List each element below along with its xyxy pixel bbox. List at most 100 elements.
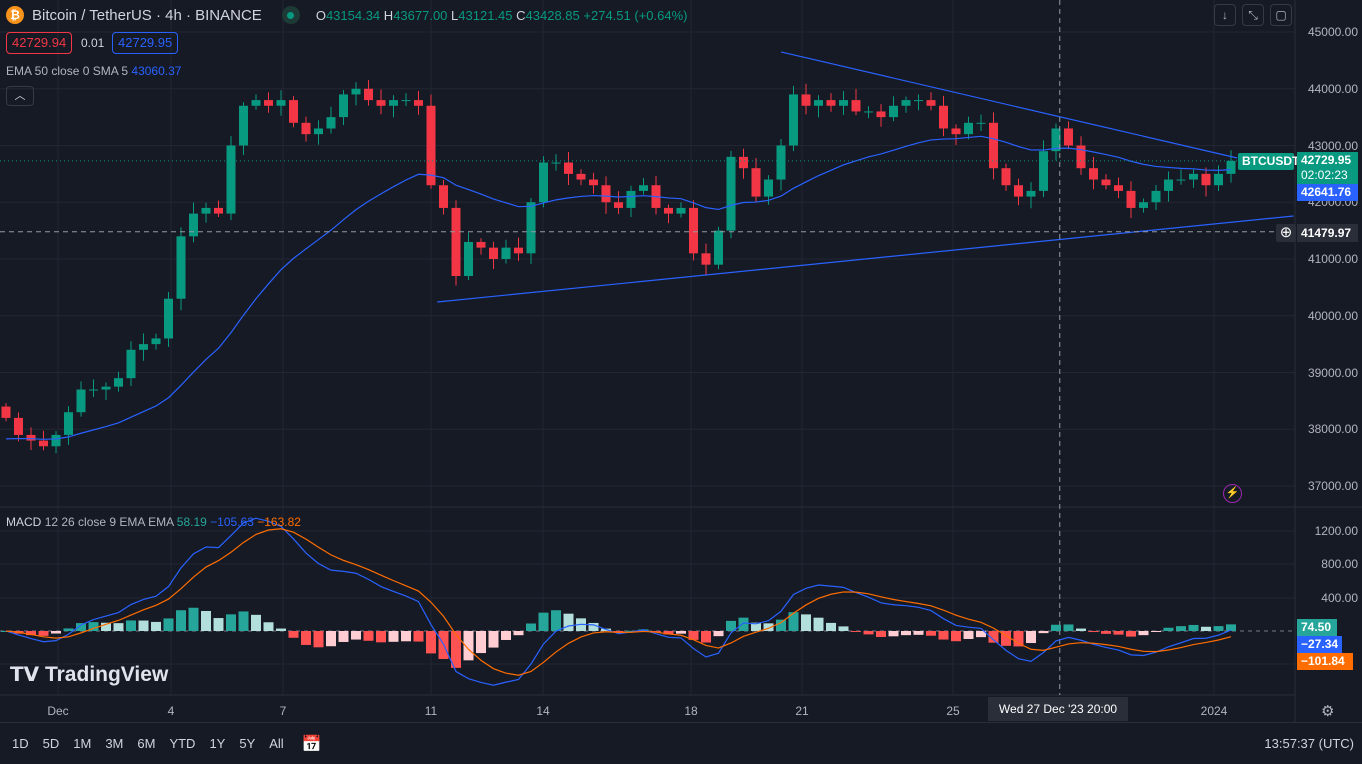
- time-axis-label: 4: [167, 704, 175, 718]
- candle-body: [939, 105, 948, 129]
- candle-body: [539, 162, 548, 203]
- sell-price-button[interactable]: 42729.94: [6, 32, 73, 54]
- macd-histogram-bar: [926, 631, 936, 636]
- candle-body: [176, 236, 186, 299]
- time-axis-label: 25: [946, 704, 960, 718]
- lightning-icon[interactable]: ⚡: [1223, 484, 1242, 503]
- macd-histogram-bar: [538, 612, 549, 631]
- candle-body: [26, 434, 36, 441]
- macd-histogram-bar: [626, 630, 636, 632]
- candle-body: [589, 179, 598, 186]
- range-button-all[interactable]: All: [269, 736, 284, 751]
- candle-body: [51, 434, 61, 447]
- macd-histogram-bar: [451, 631, 461, 668]
- macd-histogram-bar: [1051, 624, 1061, 631]
- macd-histogram-bar: [938, 631, 949, 640]
- add-alert-icon[interactable]: ⊕: [1276, 224, 1296, 242]
- candle-body: [1201, 173, 1211, 186]
- macd-histogram-bar: [563, 613, 574, 631]
- candle-body: [901, 100, 911, 106]
- range-button-5d[interactable]: 5D: [42, 736, 60, 751]
- candle-body: [714, 230, 723, 265]
- candle-body: [1114, 185, 1123, 191]
- spread: 0.01: [81, 36, 105, 50]
- bottom-toolbar: 1D 5D 1M 3M 6M YTD 1Y 5Y All 📅 13:57:37 (UTC): [0, 722, 1362, 764]
- market-status-icon[interactable]: [281, 6, 300, 24]
- candle-body: [439, 185, 448, 208]
- range-button-3m[interactable]: 3M: [105, 736, 124, 751]
- fullscreen-icon[interactable]: ▢: [1270, 4, 1292, 26]
- range-button-ytd[interactable]: YTD: [169, 736, 196, 751]
- macd-histogram-bar: [663, 631, 674, 635]
- macd-signal-tag: −101.84: [1297, 653, 1353, 670]
- macd-histogram-bar: [488, 631, 499, 648]
- macd-histogram-bar: [176, 610, 186, 631]
- macd-histogram-bar: [776, 619, 786, 631]
- macd-hist-tag: 74.50: [1297, 619, 1337, 636]
- candle-body: [1101, 179, 1111, 186]
- candle-body: [276, 100, 286, 106]
- macd-histogram-bar: [251, 614, 261, 631]
- macd-histogram-bar: [376, 631, 386, 643]
- trendline-lower: [437, 215, 1294, 303]
- candle-body: [264, 100, 273, 106]
- range-button-1d[interactable]: 1D: [12, 736, 29, 751]
- macd-histogram-bar: [1151, 631, 1161, 632]
- macd-line: [5, 517, 1232, 686]
- candle-body: [39, 440, 48, 447]
- settings-gear-icon[interactable]: ⚙: [1321, 703, 1335, 720]
- candle-body: [626, 190, 636, 208]
- macd-histogram-bar: [1188, 624, 1199, 631]
- macd-histogram-bar: [1201, 626, 1211, 631]
- macd-histogram-bar: [113, 623, 124, 631]
- macd-histogram-bar: [188, 607, 199, 631]
- candle-body: [739, 156, 748, 169]
- macd-histogram-bar: [338, 631, 349, 642]
- candle-body: [114, 378, 123, 387]
- candle-body: [326, 117, 336, 129]
- candle-body: [251, 100, 261, 106]
- range-button-1m[interactable]: 1M: [73, 736, 92, 751]
- candle-body: [564, 162, 573, 174]
- down-arrow-button[interactable]: ↓: [1214, 4, 1236, 26]
- candle-body: [1189, 173, 1198, 180]
- candle-body: [339, 94, 348, 118]
- macd-histogram-bar: [863, 631, 874, 635]
- tradingview-logo[interactable]: 𝗧𝗩 TradingView: [10, 663, 169, 686]
- macd-histogram-bar: [876, 631, 886, 637]
- macd-axis-label: 1200.00: [1314, 524, 1358, 538]
- candle-body: [351, 88, 361, 95]
- candle-body: [126, 349, 136, 379]
- range-button-1y[interactable]: 1Y: [209, 736, 226, 751]
- clock[interactable]: 13:57:37 (UTC): [1264, 736, 1354, 751]
- ema-legend[interactable]: EMA 50 close 0 SMA 5 43060.37: [6, 64, 182, 78]
- symbol-title[interactable]: Bitcoin / TetherUS · 4h · BINANCE: [32, 6, 262, 24]
- candle-body: [14, 417, 23, 435]
- expand-icon[interactable]: ⤡: [1242, 4, 1264, 26]
- candle-body: [689, 207, 698, 254]
- candle-body: [401, 100, 411, 102]
- candle-body: [239, 105, 248, 146]
- macd-histogram-bar: [226, 614, 236, 631]
- candle-body: [1139, 202, 1148, 208]
- collapse-legend-button[interactable]: ︿: [6, 86, 34, 106]
- macd-line-tag: −27.34: [1297, 636, 1342, 653]
- candle-body: [926, 100, 936, 106]
- macd-histogram-bar: [63, 628, 74, 631]
- candle-body: [551, 162, 561, 164]
- candle-body: [201, 207, 211, 214]
- date-range-calendar-icon[interactable]: 📅: [301, 735, 322, 753]
- candle-body: [426, 105, 436, 186]
- macd-signal-line: [5, 528, 1232, 676]
- candle-body: [89, 389, 98, 391]
- range-button-6m[interactable]: 6M: [137, 736, 156, 751]
- macd-histogram-bar: [526, 623, 536, 631]
- macd-legend[interactable]: MACD 12 26 close 9 EMA EMA 58.19 −105.63…: [6, 515, 301, 529]
- macd-histogram-bar: [1013, 631, 1024, 647]
- candle-body: [1226, 160, 1236, 174]
- candle-body: [389, 100, 398, 106]
- range-button-5y[interactable]: 5Y: [239, 736, 256, 751]
- candle-body: [889, 105, 898, 118]
- buy-price-button[interactable]: 42729.95: [112, 32, 179, 54]
